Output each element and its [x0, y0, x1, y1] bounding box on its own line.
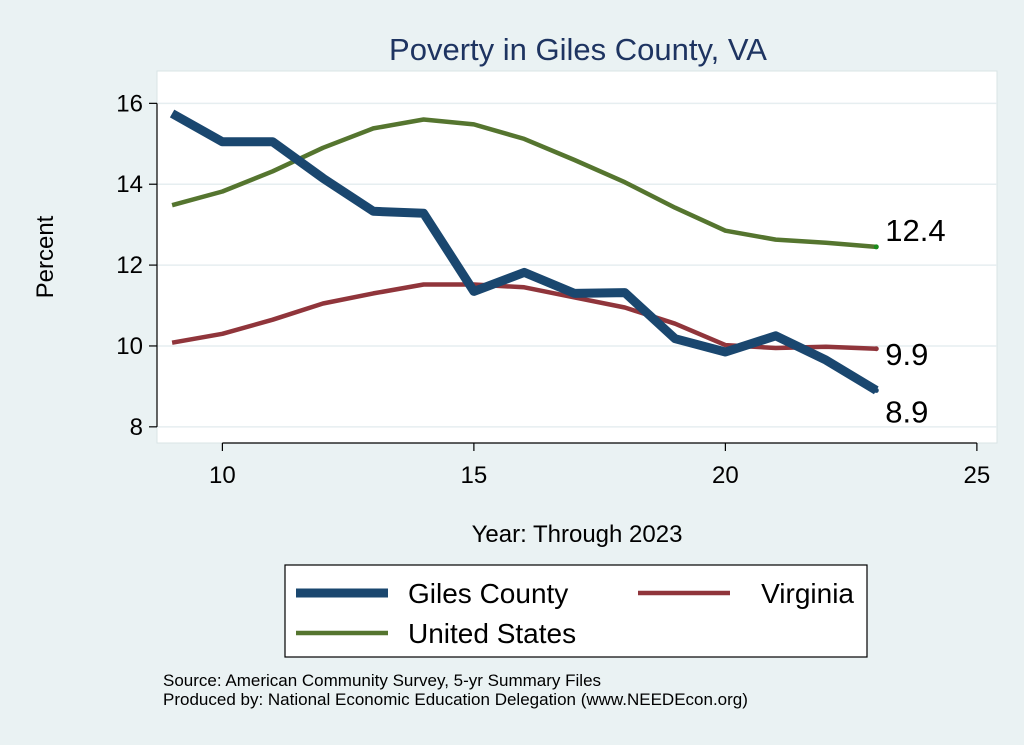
- legend-items: Giles County Virginia United States: [296, 578, 854, 649]
- y-tick-label: 14: [116, 171, 143, 198]
- series-line-united-states: [171, 117, 877, 250]
- series-line-giles-county: [169, 109, 879, 395]
- y-axis-label: Percent: [32, 215, 59, 298]
- legend-box: [284, 564, 868, 658]
- x-tick-label: 15: [461, 462, 488, 489]
- legend-label: Giles County: [408, 578, 568, 609]
- y-tick-label: 8: [130, 414, 143, 441]
- chart-title: Poverty in Giles County, VA: [389, 32, 767, 67]
- x-tick-label: 20: [712, 462, 739, 489]
- legend-label: Virginia: [761, 578, 854, 609]
- end-marker: [873, 244, 879, 250]
- series-lines: [169, 109, 879, 395]
- end-marker: [873, 387, 879, 393]
- legend: Giles County Virginia United States: [284, 564, 868, 658]
- produced-by-line: Produced by: National Economic Education…: [163, 690, 748, 709]
- source-note: Source: American Community Survey, 5-yr …: [163, 671, 748, 709]
- x-axis-label: Year: Through 2023: [472, 521, 683, 548]
- y-tick-label: 10: [116, 333, 143, 360]
- end-label-virginia: 9.9: [885, 337, 928, 372]
- axes: 8 10 12 14 16 10 15 20 25: [116, 90, 990, 489]
- end-label-united-states: 12.4: [885, 213, 945, 248]
- end-labels: 8.9 9.9 12.4: [873, 213, 946, 429]
- x-tick-label: 10: [209, 462, 236, 489]
- y-tick-label: 16: [116, 90, 143, 117]
- legend-label: United States: [408, 618, 576, 649]
- source-line: Source: American Community Survey, 5-yr …: [163, 671, 602, 690]
- x-tick-label: 25: [964, 462, 991, 489]
- end-marker: [873, 346, 879, 352]
- series-line-virginia: [171, 282, 877, 352]
- y-tick-label: 12: [116, 252, 143, 279]
- end-label-giles-county: 8.9: [885, 394, 928, 429]
